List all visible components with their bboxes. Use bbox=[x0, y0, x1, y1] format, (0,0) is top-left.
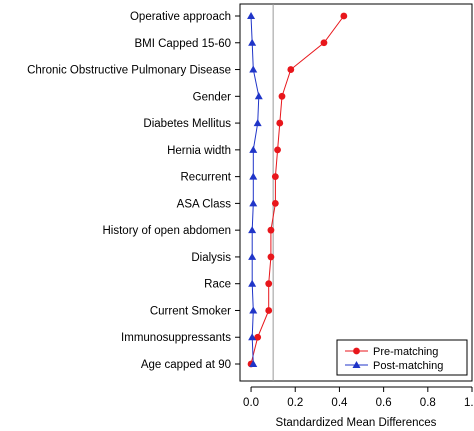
y-tick-label: Immunosuppressants bbox=[121, 332, 231, 344]
y-tick-label: Dialysis bbox=[191, 252, 231, 264]
y-tick-label: BMI Capped 15-60 bbox=[134, 38, 231, 50]
post-matching-point bbox=[248, 38, 257, 46]
legend-post-label: Post-matching bbox=[373, 360, 443, 372]
pre-matching-point bbox=[274, 146, 281, 154]
legend-pre-marker bbox=[353, 347, 360, 355]
y-tick-label: Hernia width bbox=[167, 145, 231, 157]
pre-matching-point bbox=[271, 199, 279, 207]
y-tick-label: Race bbox=[204, 279, 231, 291]
post-matching-point bbox=[249, 306, 258, 314]
y-tick-label: Gender bbox=[193, 91, 232, 103]
y-tick-label: Diabetes Mellitus bbox=[143, 118, 231, 130]
y-tick-label: History of open abdomen bbox=[103, 225, 232, 237]
x-tick-label: 0.2 bbox=[287, 397, 303, 409]
post-matching-point bbox=[254, 92, 263, 100]
pre-matching-point bbox=[320, 39, 328, 47]
pre-matching-point bbox=[340, 12, 348, 20]
x-tick-label: 0.8 bbox=[420, 397, 436, 409]
series-line-post-matching bbox=[250, 15, 260, 365]
x-tick-label: 0.6 bbox=[376, 397, 392, 409]
pre-matching-point bbox=[265, 280, 273, 288]
post-matching-point bbox=[248, 252, 257, 260]
post-matching-point bbox=[249, 199, 258, 207]
post-matching-point bbox=[249, 145, 258, 153]
post-matching-point bbox=[247, 12, 256, 19]
post-matching-point bbox=[249, 360, 258, 368]
y-tick-label: Age capped at 90 bbox=[141, 359, 231, 371]
legend: Pre-matching Post-matching bbox=[336, 339, 468, 376]
y-tick-label: Current Smoker bbox=[150, 305, 231, 317]
pre-matching-point bbox=[267, 226, 275, 234]
post-matching-point bbox=[249, 172, 258, 180]
legend-pre-label: Pre-matching bbox=[373, 346, 438, 358]
series-line-pre-matching bbox=[250, 15, 345, 365]
y-tick-label: Operative approach bbox=[130, 11, 231, 23]
legend-box bbox=[336, 339, 468, 376]
post-matching-point bbox=[253, 119, 262, 127]
post-matching-point bbox=[248, 333, 257, 341]
post-matching-point bbox=[249, 65, 258, 73]
y-tick-label: Chronic Obstructive Pulmonary Disease bbox=[27, 65, 231, 77]
pre-matching-point bbox=[265, 307, 273, 314]
post-matching-point bbox=[248, 279, 257, 287]
y-tick-label: ASA Class bbox=[177, 198, 232, 210]
y-tick-label: Recurrent bbox=[181, 172, 232, 184]
pre-matching-point bbox=[271, 173, 279, 181]
x-tick-label: 0.4 bbox=[331, 397, 348, 409]
post-matching-point bbox=[248, 226, 257, 234]
pre-matching-point bbox=[254, 333, 262, 341]
legend-post-marker bbox=[352, 361, 361, 368]
pre-matching-point bbox=[276, 119, 284, 127]
pre-matching-point bbox=[287, 66, 295, 73]
x-tick-label: 1.0 bbox=[464, 397, 474, 409]
x-tick-label: 0.0 bbox=[243, 397, 259, 409]
pre-matching-point bbox=[267, 253, 275, 261]
pre-matching-point bbox=[278, 92, 286, 100]
plot-frame bbox=[239, 3, 473, 382]
x-axis-label: Standardized Mean Differences bbox=[276, 417, 437, 429]
